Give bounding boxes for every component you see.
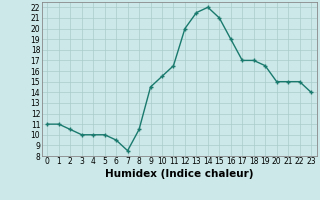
X-axis label: Humidex (Indice chaleur): Humidex (Indice chaleur) — [105, 169, 253, 179]
